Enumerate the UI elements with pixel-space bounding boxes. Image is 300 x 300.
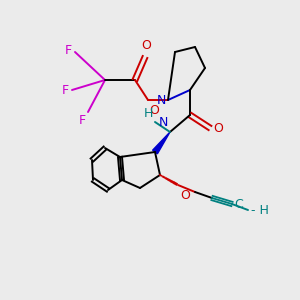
Text: O: O xyxy=(141,39,151,52)
Text: F: F xyxy=(79,114,86,127)
Text: O: O xyxy=(180,189,190,202)
Text: N: N xyxy=(159,116,168,129)
Text: O: O xyxy=(213,122,223,134)
Text: O: O xyxy=(149,104,159,117)
Text: F: F xyxy=(65,44,72,56)
Text: H: H xyxy=(144,107,153,120)
Text: F: F xyxy=(62,83,69,97)
Polygon shape xyxy=(153,132,170,154)
Text: N: N xyxy=(157,94,166,106)
Text: C: C xyxy=(234,197,243,211)
Text: - H: - H xyxy=(251,203,269,217)
